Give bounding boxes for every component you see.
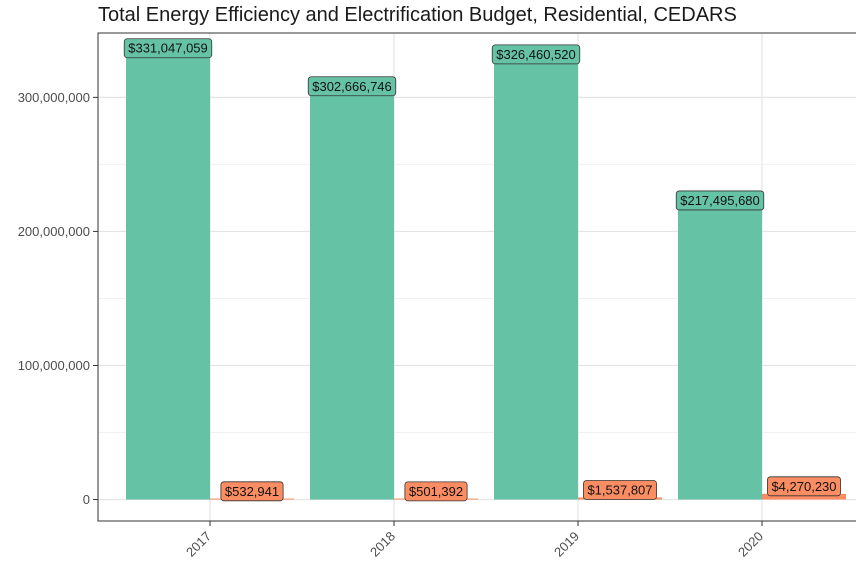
data-label: $302,666,746 (307, 76, 397, 97)
data-label-text: $217,495,680 (680, 193, 760, 208)
bar-series-1 (126, 55, 210, 500)
data-label-text: $4,270,230 (771, 479, 836, 494)
data-label: $331,047,059 (123, 38, 213, 59)
data-label-box (675, 190, 765, 211)
y-tick-label: 100,000,000 (18, 358, 90, 373)
data-label: $1,537,807 (583, 480, 657, 500)
data-label-box (583, 480, 657, 500)
data-label-text: $1,537,807 (587, 482, 652, 497)
data-label-box (307, 76, 397, 97)
bar-series-1 (494, 61, 578, 500)
data-label: $501,392 (404, 481, 468, 502)
panel-border (97, 32, 856, 522)
data-label: $532,941 (220, 481, 284, 502)
data-label-text: $532,941 (225, 484, 279, 499)
data-label-box (404, 481, 468, 502)
data-label-text: $501,392 (409, 484, 463, 499)
x-tick-label: 2018 (367, 529, 398, 560)
data-label-text: $331,047,059 (128, 41, 208, 56)
bar-series-2 (762, 493, 846, 500)
data-label-box (123, 38, 213, 59)
x-tick-label: 2017 (183, 529, 214, 560)
data-label: $4,270,230 (767, 476, 841, 497)
bar-series-1 (678, 207, 762, 500)
data-label-box (767, 476, 841, 497)
data-label-box (220, 481, 284, 502)
chart-title: Total Energy Efficiency and Electrificat… (98, 4, 737, 26)
y-tick-label: 0 (83, 492, 90, 507)
y-tick-label: 300,000,000 (18, 90, 90, 105)
data-label: $217,495,680 (675, 190, 765, 211)
x-tick-label: 2019 (551, 529, 582, 560)
data-label-text: $326,460,520 (496, 47, 576, 62)
data-label-text: $302,666,746 (312, 79, 392, 94)
bar-series-1 (310, 93, 394, 500)
y-tick-label: 200,000,000 (18, 224, 90, 239)
data-label-box (491, 44, 581, 65)
data-label: $326,460,520 (491, 44, 581, 65)
data-labels: $331,047,059 $302,666,746 $326,460,520 $217… (123, 38, 841, 502)
bars (126, 55, 846, 500)
x-tick-label: 2020 (735, 529, 766, 560)
